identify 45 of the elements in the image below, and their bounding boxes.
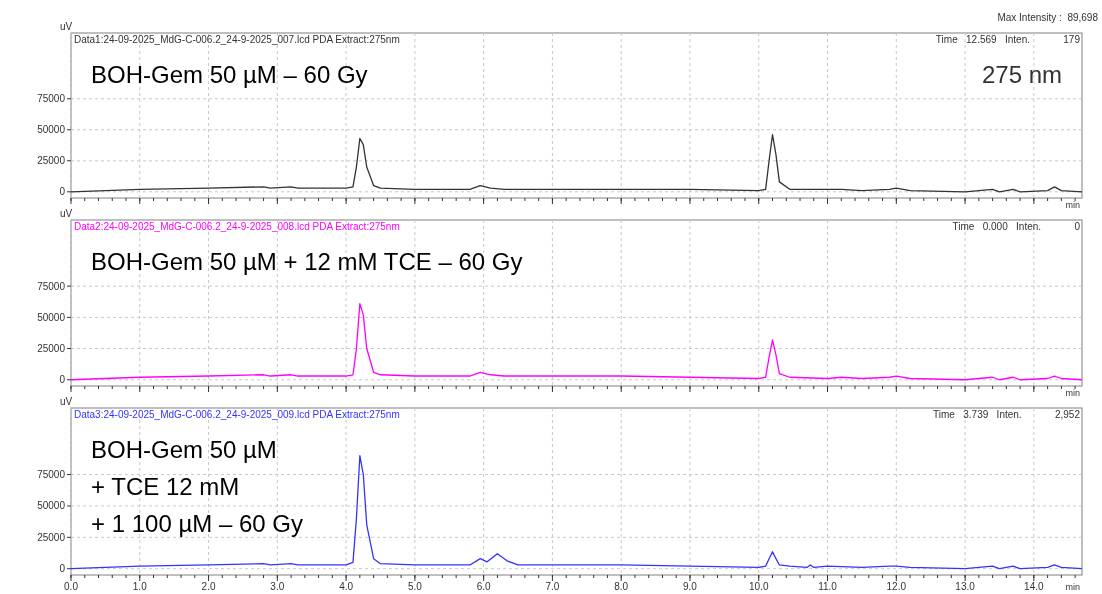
y-tick-label: 75000 [37, 469, 66, 481]
annotation: Time 3.739 Inten. 2,952 [933, 409, 1081, 420]
line-series [70, 302, 1083, 381]
x-tick-label: 12.0 [886, 581, 907, 592]
y-tick-label: 50000 [37, 311, 66, 323]
y-tick-label: 25000 [37, 343, 66, 355]
text: BOH-Gem 50 µM + 12 mM TCE – 60 Gy [91, 248, 523, 275]
y-tick-label: 25000 [37, 531, 66, 543]
y-tick-label: 75000 [37, 280, 66, 292]
text: Max Intensity : 89,698 [997, 12, 1099, 23]
x-axis-title: min [1065, 388, 1080, 398]
x-tick-label: 5.0 [407, 581, 423, 592]
x-tick-label: 3.0 [270, 581, 285, 592]
y-tick-label: 25000 [37, 155, 66, 167]
x-tick-label: 4.0 [339, 581, 354, 592]
annotation: Data3:24-09-2025_MdG-C-006.2_24-9-2025_009.lcd PDA Extract:275nm [74, 409, 400, 420]
x-axis-title: min [1065, 200, 1080, 210]
y-tick-label: 0 [59, 563, 66, 575]
annotation: Data1:24-09-2025_MdG-C-006.2_24-9-2025_007.lcd PDA Extract:275nm [74, 34, 400, 45]
text: BOH-Gem 50 µM – 60 Gy [91, 61, 368, 88]
y-tick-label: 0 [59, 374, 66, 386]
y-axis-title: uV [59, 396, 73, 407]
x-tick-label: 6.0 [476, 581, 492, 592]
annotation: Time 0.000 Inten. 0 [952, 221, 1081, 232]
x-axis-title: min [1065, 582, 1080, 592]
y-tick-label: 50000 [37, 500, 66, 512]
x-tick-label: 14.0 [1024, 581, 1045, 592]
x-tick-label: 13.0 [955, 581, 976, 592]
x-tick-label: 11.0 [818, 581, 838, 592]
x-tick-label: 0.0 [64, 581, 79, 592]
x-tick-label: 9.0 [683, 581, 698, 592]
x-tick-label: 2.0 [201, 581, 216, 592]
x-tick-label: 10.0 [749, 581, 769, 592]
x-tick-label: 8.0 [614, 581, 629, 592]
y-tick-label: 50000 [37, 124, 66, 136]
annotation: 275 nm [981, 61, 1062, 88]
annotation: Time 12.569 Inten. 179 [935, 34, 1081, 45]
y-axis-title: uV [59, 21, 73, 32]
y-tick-label: 0 [59, 186, 66, 198]
annotation: Data2:24-09-2025_MdG-C-006.2_24-9-2025_008.lcd PDA Extract:275nm [74, 221, 400, 232]
text: BOH-Gem 50 µM + TCE 12 mM + 1 100 µM – 60 Gy [91, 436, 303, 537]
y-tick-label: 75000 [37, 93, 66, 105]
x-tick-label: 1.0 [132, 581, 148, 592]
y-axis-title: uV [59, 208, 73, 219]
x-tick-label: 7.0 [545, 581, 560, 592]
